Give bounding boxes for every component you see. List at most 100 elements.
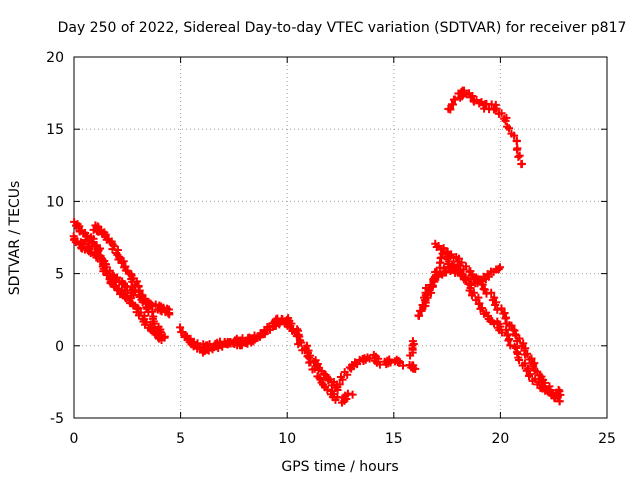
data-point [457, 258, 466, 267]
data-point [540, 378, 549, 387]
series-track-10 [431, 239, 564, 406]
data-point [181, 331, 190, 340]
series-track-5 [181, 314, 342, 395]
data-point [468, 270, 477, 279]
data-point [421, 291, 430, 300]
data-point [287, 319, 296, 328]
data-point [160, 333, 169, 342]
x-axis: 0 5 10 15 20 25 [70, 57, 616, 447]
data-point [492, 298, 501, 307]
data-point [503, 330, 512, 339]
data-point [477, 303, 486, 312]
data-point [537, 375, 546, 384]
data-point [439, 264, 448, 273]
data-point [133, 305, 142, 314]
data-point [375, 360, 384, 369]
data-point [338, 375, 347, 384]
x-tick-label: 15 [385, 431, 403, 447]
data-point [462, 275, 471, 284]
data-point [524, 364, 533, 373]
data-point [132, 277, 141, 286]
data-point [555, 397, 564, 406]
data-point [415, 311, 424, 320]
y-tick-label: 15 [46, 122, 64, 138]
x-tick-label: 5 [176, 431, 185, 447]
data-point [113, 273, 122, 282]
x-tick-label: 20 [491, 431, 509, 447]
data-point [487, 288, 496, 297]
data-point [520, 359, 529, 368]
data-point [553, 391, 562, 400]
data-point [517, 159, 526, 168]
data-point [476, 275, 485, 284]
data-point [323, 385, 332, 394]
y-axis-label: SDTVAR / TECUs [7, 181, 23, 296]
data-point [507, 321, 516, 330]
y-tick-label: 0 [55, 339, 64, 355]
y-tick-label: 5 [55, 267, 64, 283]
data-point [399, 361, 408, 370]
data-point [450, 95, 459, 104]
data-point [353, 360, 362, 369]
series-track-3 [89, 221, 169, 342]
x-tick-label: 25 [598, 431, 616, 447]
data-point [523, 349, 532, 358]
series-track-7 [405, 360, 420, 373]
data-point [119, 257, 128, 266]
data-point [469, 288, 478, 297]
data-point [492, 104, 501, 113]
data-point [99, 264, 108, 273]
data-point [297, 338, 306, 347]
data-point [497, 328, 506, 337]
series-track-11 [444, 86, 526, 169]
data-point [525, 370, 534, 379]
data-point [149, 317, 158, 326]
data-point [110, 242, 119, 251]
data-point [374, 354, 383, 363]
data-point [531, 374, 540, 383]
data-point [325, 375, 334, 384]
data-point [89, 238, 98, 247]
series-track-6 [335, 350, 408, 389]
data-point [510, 131, 519, 140]
data-point [365, 354, 374, 363]
data-point [527, 354, 536, 363]
data-point [549, 389, 558, 398]
data-point [303, 341, 312, 350]
data-point [92, 241, 101, 250]
data-point [176, 323, 185, 332]
data-point [273, 316, 282, 325]
x-tick-label: 0 [70, 431, 79, 447]
y-axis: -5 0 5 10 15 20 [46, 50, 607, 427]
data-point [247, 335, 256, 344]
data-point [554, 386, 563, 395]
data-point [136, 308, 145, 317]
data-point [494, 264, 503, 273]
data-point [85, 244, 94, 253]
data-point [515, 356, 524, 365]
data-point [305, 351, 314, 360]
data-point [411, 364, 420, 373]
data-point [493, 305, 502, 314]
data-point [497, 109, 506, 118]
x-axis-label: GPS time / hours [281, 459, 398, 475]
data-point [496, 322, 505, 331]
data-point [335, 380, 344, 389]
data-point [442, 268, 451, 277]
data-point [348, 390, 357, 399]
data-point [165, 308, 174, 317]
data-point [437, 253, 446, 262]
data-point [343, 370, 352, 379]
data-point [519, 339, 528, 348]
y-tick-label: -5 [50, 411, 64, 427]
data-point [462, 262, 471, 271]
data-point [418, 300, 427, 309]
data-point [502, 325, 511, 334]
data-point [115, 254, 124, 263]
data-point [513, 144, 522, 153]
data-point [521, 344, 530, 353]
data-point [505, 335, 514, 344]
x-tick-label: 10 [278, 431, 296, 447]
data-point [506, 341, 515, 350]
